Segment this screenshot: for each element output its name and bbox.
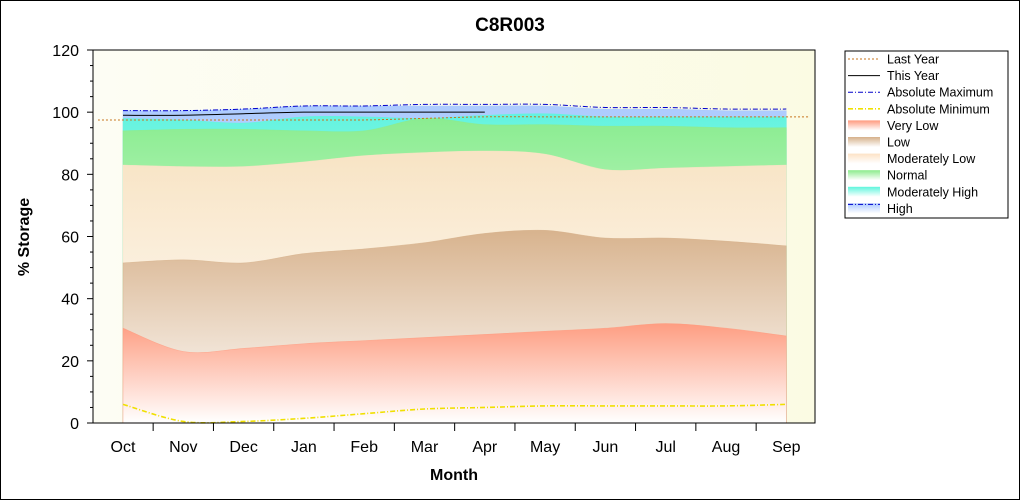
legend-label: Moderately Low (887, 152, 976, 166)
x-tick-label: Dec (229, 439, 257, 456)
x-tick-label: Jun (593, 439, 619, 456)
x-tick-label: Nov (169, 439, 197, 456)
x-tick-label: Mar (411, 439, 439, 456)
x-tick-label: Sep (772, 439, 801, 456)
series-line-this-year (122, 111, 485, 116)
series-this-year (122, 111, 485, 116)
legend-swatch (848, 186, 880, 197)
y-tick-label: 0 (70, 416, 79, 433)
y-tick-label: 40 (61, 292, 79, 309)
legend-swatch (848, 153, 880, 164)
x-axis-title: Month (430, 467, 478, 484)
x-tick-label: Oct (111, 439, 136, 456)
legend-label: Moderately High (887, 185, 978, 199)
axes: 0 20 40 60 80 100 120 Oct Nov Dec Jan Feb Mar Apr May J… (52, 43, 816, 456)
series-line-last-year (97, 116, 810, 121)
series-absolute-minimum (122, 403, 787, 424)
legend-label: Low (887, 136, 911, 150)
legend-item-last-year: Last Year (848, 53, 939, 67)
x-tick-label: Feb (350, 439, 378, 456)
legend-swatch (848, 170, 880, 181)
legend-item-moderately-high: Moderately High (848, 185, 978, 199)
y-axis-title: % Storage (16, 198, 33, 276)
chart-title: C8R003 (475, 15, 545, 36)
x-tick-label: Jan (291, 439, 317, 456)
legend-label: Normal (887, 169, 927, 183)
x-tick-label: May (530, 439, 560, 456)
plot-area (93, 50, 815, 424)
legend-label: This Year (887, 69, 939, 83)
y-tick-label: 120 (52, 43, 79, 60)
legend-item-moderately-low: Moderately Low (848, 152, 976, 166)
legend-item-very-low: Very Low (848, 119, 939, 133)
legend-swatch (848, 120, 880, 131)
legend-label: Absolute Minimum (887, 102, 990, 116)
legend-item-absolute-minimum: Absolute Minimum (848, 102, 990, 116)
legend-label: Absolute Maximum (887, 86, 993, 100)
band-very-low (122, 323, 787, 424)
x-tick-label: Jul (655, 439, 675, 456)
legend-item-normal: Normal (848, 169, 927, 183)
y-tick-label: 60 (61, 230, 79, 247)
legend: Last Year This Year Absolute Maximum Absolu… (844, 50, 1009, 219)
y-tick-label: 80 (61, 167, 79, 184)
x-tick-label: Apr (472, 439, 498, 456)
legend-label: Last Year (887, 53, 939, 67)
series-last-year (97, 116, 810, 121)
y-tick-label: 20 (61, 354, 79, 371)
legend-item-high: High (848, 202, 913, 216)
legend-swatch (848, 137, 880, 147)
y-tick-label: 100 (52, 105, 79, 122)
series-absolute-maximum (122, 103, 787, 112)
series-line-absolute-maximum (122, 103, 787, 112)
legend-label: Very Low (887, 119, 939, 133)
legend-item-this-year: This Year (848, 69, 939, 83)
legend-label: High (887, 202, 913, 216)
x-tick-label: Aug (712, 439, 740, 456)
legend-item-low: Low (848, 136, 911, 150)
legend-item-absolute-maximum: Absolute Maximum (848, 86, 993, 100)
legend-swatch (848, 203, 880, 214)
series-line-absolute-minimum (122, 403, 787, 424)
